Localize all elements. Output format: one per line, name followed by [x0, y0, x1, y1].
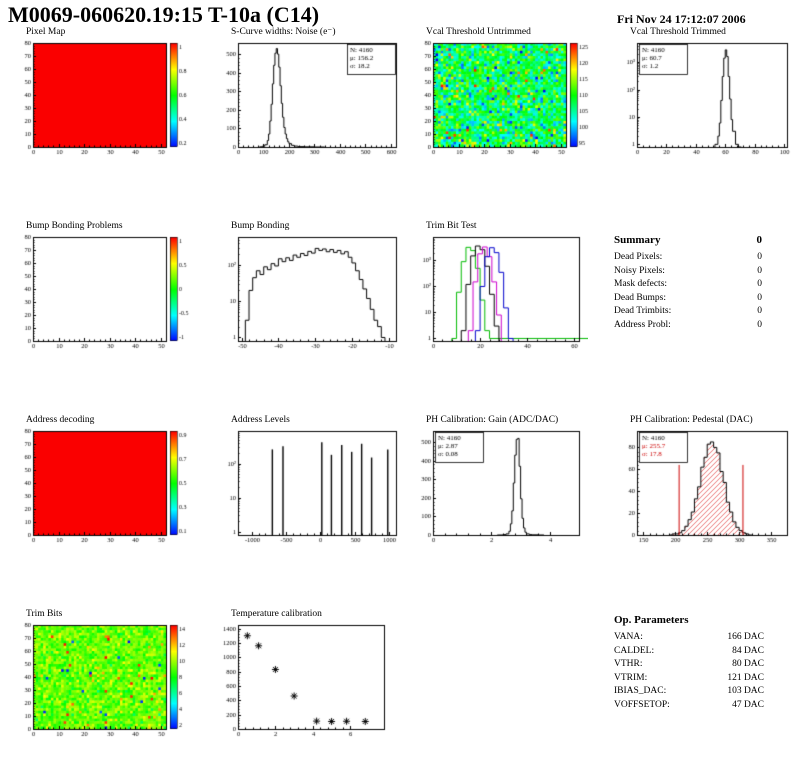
- trim-bits-chart: [8, 620, 200, 742]
- temperature-calibration-chart: [213, 620, 393, 742]
- op-parameters-block: Op. Parameters VANA: 166 DAC CALDEL: 84 …: [614, 614, 764, 712]
- summary-row-value: 0: [757, 292, 762, 303]
- scurve-noise-chart: [213, 38, 405, 160]
- trim-bit-test-chart: [408, 232, 588, 354]
- panel-pixel-map: Pixel Map: [8, 26, 200, 164]
- summary-row-label: Dead Trimbits:: [614, 306, 672, 316]
- panel-vcal-trimmed: Vcal Threshold Trimmed: [612, 26, 796, 164]
- panel-trim-bits: Trim Bits: [8, 608, 200, 746]
- summary-row: Mask defects: 0: [614, 278, 762, 292]
- summary-row: Dead Trimbits: 0: [614, 305, 762, 319]
- op-parameter-label: VANA:: [614, 632, 643, 642]
- summary-block: Summary 0 Dead Pixels: 0 Noisy Pixels: 0…: [614, 234, 762, 332]
- op-parameter-row: VTRIM: 121 DAC: [614, 672, 764, 686]
- chart-title: Bump Bonding: [231, 221, 290, 231]
- panel-scurve-noise: S-Curve widths: Noise (e⁻): [213, 26, 405, 164]
- page-title: M0069-060620.19:15 T-10a (C14): [8, 2, 320, 27]
- op-parameter-row: VOFFSETOP: 47 DAC: [614, 699, 764, 713]
- ph-gain-chart: [408, 426, 588, 548]
- summary-row-value: 0: [757, 252, 762, 262]
- op-parameter-value: 47 DAC: [732, 699, 764, 710]
- chart-title: Trim Bits: [26, 609, 63, 619]
- op-parameter-value: 80 DAC: [732, 659, 764, 669]
- op-parameter-label: VTHR:: [614, 659, 643, 669]
- op-parameter-label: IBIAS_DAC:: [614, 686, 667, 696]
- summary-row-label: Noisy Pixels:: [614, 265, 665, 276]
- panel-bump-bonding: Bump Bonding: [213, 220, 405, 358]
- chart-title: PH Calibration: Gain (ADC/DAC): [426, 415, 559, 425]
- bump-bonding-chart: [213, 232, 405, 354]
- op-parameter-row: CALDEL: 84 DAC: [614, 645, 764, 659]
- summary-row-value: 0: [757, 319, 762, 330]
- summary-row-value: 0: [757, 306, 762, 316]
- panel-address-levels: Address Levels: [213, 414, 405, 552]
- op-parameter-row: VTHR: 80 DAC: [614, 658, 764, 672]
- op-parameter-value: 103 DAC: [727, 686, 764, 696]
- op-parameter-row: IBIAS_DAC: 103 DAC: [614, 685, 764, 699]
- chart-title: Vcal Threshold Untrimmed: [426, 27, 531, 37]
- summary-row: Noisy Pixels: 0: [614, 265, 762, 279]
- chart-title: Pixel Map: [26, 27, 66, 37]
- summary-row-value: 0: [757, 265, 762, 276]
- panel-address-decoding: Address decoding: [8, 414, 200, 552]
- address-levels-chart: [213, 426, 405, 548]
- ph-pedestal-chart: [612, 426, 796, 548]
- panel-ph-gain: PH Calibration: Gain (ADC/DAC): [408, 414, 600, 552]
- chart-title: PH Calibration: Pedestal (DAC): [630, 415, 753, 425]
- op-parameter-row: VANA: 166 DAC: [614, 631, 764, 645]
- op-parameter-label: VTRIM:: [614, 672, 648, 683]
- summary-row: Address Probl: 0: [614, 319, 762, 333]
- op-parameter-label: CALDEL:: [614, 645, 655, 656]
- chart-title: Trim Bit Test: [426, 221, 477, 231]
- op-parameter-label: VOFFSETOP:: [614, 699, 670, 710]
- vcal-trimmed-chart: [612, 38, 796, 160]
- chart-title: Temperature calibration: [231, 609, 322, 619]
- panel-trim-bit-test: Trim Bit Test: [408, 220, 600, 358]
- op-parameter-value: 121 DAC: [727, 672, 764, 683]
- panel-vcal-untrimmed: Vcal Threshold Untrimmed: [408, 26, 600, 164]
- chart-title: Address decoding: [26, 415, 95, 425]
- panel-temperature-calibration: Temperature calibration: [213, 608, 405, 746]
- op-parameter-value: 84 DAC: [732, 645, 764, 656]
- panel-ph-pedestal: PH Calibration: Pedestal (DAC): [612, 414, 796, 552]
- summary-row: Dead Bumps: 0: [614, 292, 762, 306]
- op-parameters-title: Op. Parameters: [614, 614, 689, 626]
- vcal-untrimmed-chart: [408, 38, 600, 160]
- address-decoding-chart: [8, 426, 200, 548]
- bump-bonding-problems-chart: [8, 232, 200, 354]
- summary-header: Summary 0: [614, 234, 762, 246]
- op-parameters-header: Op. Parameters: [614, 614, 764, 626]
- op-parameter-value: 166 DAC: [727, 632, 764, 642]
- summary-row-label: Dead Bumps:: [614, 292, 666, 303]
- chart-title: Address Levels: [231, 415, 290, 425]
- summary-row-label: Mask defects:: [614, 279, 668, 289]
- chart-title: Bump Bonding Problems: [26, 221, 123, 231]
- pixel-map-chart: [8, 38, 200, 160]
- summary-title: Summary: [614, 234, 661, 246]
- timestamp: Fri Nov 24 17:12:07 2006: [617, 12, 746, 26]
- summary-total: 0: [756, 234, 763, 246]
- chart-title: S-Curve widths: Noise (e⁻): [231, 27, 336, 37]
- chart-title: Vcal Threshold Trimmed: [630, 27, 726, 37]
- summary-row-value: 0: [757, 279, 762, 289]
- panel-bump-bonding-problems: Bump Bonding Problems: [8, 220, 200, 358]
- summary-row-label: Dead Pixels:: [614, 252, 663, 262]
- summary-row: Dead Pixels: 0: [614, 251, 762, 265]
- summary-row-label: Address Probl:: [614, 319, 671, 330]
